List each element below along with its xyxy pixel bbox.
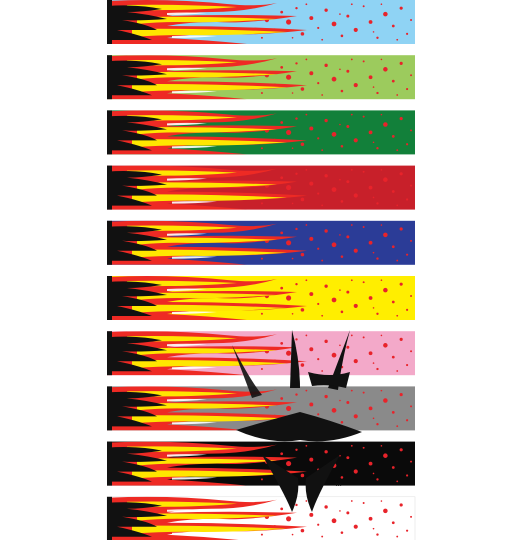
swatch-edge [107,496,112,540]
wrap-swatch-sky-blue [107,0,415,44]
swatch-edge [107,110,112,155]
wrap-swatch-yellow [107,276,415,320]
swatch-edge [107,0,112,44]
swatch-edge [107,220,112,265]
wrap-swatch-lime-green [107,55,415,100]
swatch-edge [107,165,112,210]
wrap-swatch-black [107,441,415,486]
swatch-edge [107,441,112,486]
wrap-swatch-pink [107,331,415,376]
swatch-edge [107,276,112,320]
tribal-logo-icon [232,330,362,512]
wrap-swatch-white [106,496,416,540]
swatch-edge [107,331,112,376]
wrap-swatch-red [107,165,415,210]
wrap-swatch-green [107,110,415,155]
trademark-label: ™ [334,483,343,493]
wrap-swatch-blue [107,220,415,265]
swatch-edge [107,55,112,100]
swatch-edge [107,386,112,431]
